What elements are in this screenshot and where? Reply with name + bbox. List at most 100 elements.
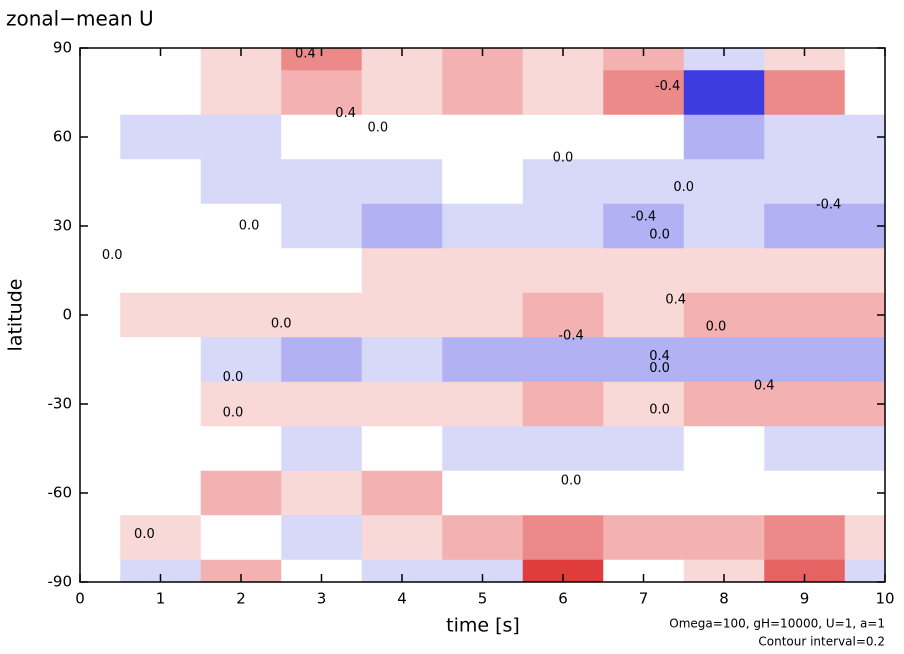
heat-cell: [603, 70, 685, 116]
heat-cell: [80, 70, 121, 116]
heat-cell: [281, 248, 363, 294]
heat-cell: [764, 470, 846, 516]
heat-cell: [442, 203, 524, 249]
heat-cell: [844, 203, 885, 249]
heat-cell: [764, 337, 846, 383]
contour-label: 0.0: [649, 402, 670, 417]
heat-cell: [844, 292, 885, 338]
heat-cell: [200, 559, 282, 582]
heat-cell: [361, 381, 443, 427]
plot-frame: [79, 47, 886, 583]
heat-cell: [522, 114, 604, 160]
heat-cell: [522, 292, 604, 338]
heat-cell: [442, 470, 524, 516]
heat-cell: [442, 70, 524, 116]
heat-cell: [522, 159, 604, 205]
x-tick-label: 2: [236, 590, 246, 608]
heat-cell: [120, 203, 202, 249]
contour-label: 0.0: [239, 219, 260, 234]
heatmap: [80, 48, 885, 582]
heat-cell: [281, 470, 363, 516]
heat-cell: [200, 203, 282, 249]
heat-cell: [120, 426, 202, 472]
contour-label: 0.0: [223, 405, 244, 420]
y-tick-label: 0: [62, 306, 72, 324]
x-tick-label: 1: [156, 590, 166, 608]
heat-cell: [442, 114, 524, 160]
heat-cell: [442, 48, 524, 71]
contour-label: 0.0: [561, 474, 582, 489]
heat-cell: [281, 381, 363, 427]
contour-label: -0.4: [655, 79, 680, 94]
heat-cell: [200, 426, 282, 472]
heat-cell: [200, 337, 282, 383]
heat-cell: [764, 159, 846, 205]
heat-cell: [764, 203, 846, 249]
heat-cell: [603, 203, 685, 249]
y-axis-label: latitude: [5, 279, 27, 352]
heat-cell: [522, 381, 604, 427]
heat-cell: [844, 114, 885, 160]
heat-cell: [683, 70, 765, 116]
heat-cell: [603, 559, 685, 582]
y-tick-label: 30: [53, 217, 72, 235]
heat-cell: [844, 559, 885, 582]
heat-cell: [281, 48, 363, 71]
annotation: Contour interval=0.2: [758, 635, 885, 649]
heat-cell: [844, 515, 885, 561]
heat-cell: [442, 559, 524, 582]
contour-label: 0.0: [673, 180, 694, 195]
heat-cell: [844, 70, 885, 116]
contour-label: 0.4: [335, 106, 356, 121]
contour-label: 0.4: [665, 293, 686, 308]
heat-cell: [361, 292, 443, 338]
x-tick-label: 7: [639, 590, 649, 608]
heat-cell: [361, 470, 443, 516]
heat-cell: [361, 559, 443, 582]
heat-cell: [120, 248, 202, 294]
heat-cell: [522, 248, 604, 294]
heat-cell: [683, 426, 765, 472]
contour-label: 0.4: [295, 46, 316, 61]
heat-cell: [200, 248, 282, 294]
x-tick-label: 0: [75, 590, 85, 608]
heat-cell: [844, 381, 885, 427]
heat-cell: [522, 48, 604, 71]
heat-cell: [603, 248, 685, 294]
heat-cell: [683, 559, 765, 582]
heat-cell: [683, 114, 765, 160]
heat-cell: [683, 337, 765, 383]
heat-cell: [80, 559, 121, 582]
heat-cell: [764, 559, 846, 582]
contour-label: 0.0: [706, 319, 727, 334]
x-tick-label: 6: [558, 590, 568, 608]
heat-cell: [361, 114, 443, 160]
chart-title: zonal−mean U: [6, 7, 154, 31]
heat-cell: [683, 381, 765, 427]
contour-label: 0.0: [649, 361, 670, 376]
annotation: Omega=100, gH=10000, U=1, a=1: [669, 617, 885, 631]
heat-cell: [120, 292, 202, 338]
heat-cell: [361, 70, 443, 116]
x-tick-label: 5: [478, 590, 488, 608]
heat-cell: [361, 203, 443, 249]
heat-cell: [120, 70, 202, 116]
heat-cell: [603, 114, 685, 160]
heat-cell: [603, 159, 685, 205]
heat-cell: [80, 426, 121, 472]
x-tick-label: 8: [719, 590, 729, 608]
heat-cell: [200, 48, 282, 71]
heat-cell: [522, 559, 604, 582]
heat-cell: [764, 70, 846, 116]
heat-cell: [442, 426, 524, 472]
contour-label: 0.4: [754, 379, 775, 394]
heat-cell: [844, 248, 885, 294]
heat-cell: [80, 515, 121, 561]
heat-cell: [80, 337, 121, 383]
heat-cell: [442, 292, 524, 338]
heat-cell: [200, 159, 282, 205]
contour-label: -0.4: [816, 198, 841, 213]
contour-label: 0.0: [134, 527, 155, 542]
